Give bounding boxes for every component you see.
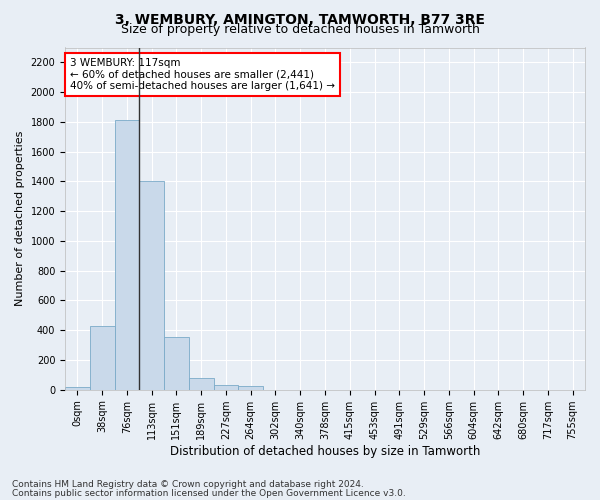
X-axis label: Distribution of detached houses by size in Tamworth: Distribution of detached houses by size … xyxy=(170,444,480,458)
Bar xyxy=(65,388,90,390)
Bar xyxy=(189,378,214,390)
Text: 3, WEMBURY, AMINGTON, TAMWORTH, B77 3RE: 3, WEMBURY, AMINGTON, TAMWORTH, B77 3RE xyxy=(115,12,485,26)
Bar xyxy=(115,120,139,390)
Bar xyxy=(139,180,164,390)
Y-axis label: Number of detached properties: Number of detached properties xyxy=(15,131,25,306)
Text: Contains public sector information licensed under the Open Government Licence v3: Contains public sector information licen… xyxy=(12,488,406,498)
Text: Size of property relative to detached houses in Tamworth: Size of property relative to detached ho… xyxy=(121,22,479,36)
Bar xyxy=(214,386,238,390)
Bar xyxy=(238,386,263,390)
Text: 3 WEMBURY: 117sqm
← 60% of detached houses are smaller (2,441)
40% of semi-detac: 3 WEMBURY: 117sqm ← 60% of detached hous… xyxy=(70,58,335,91)
Bar xyxy=(90,326,115,390)
Text: Contains HM Land Registry data © Crown copyright and database right 2024.: Contains HM Land Registry data © Crown c… xyxy=(12,480,364,489)
Bar xyxy=(164,337,189,390)
